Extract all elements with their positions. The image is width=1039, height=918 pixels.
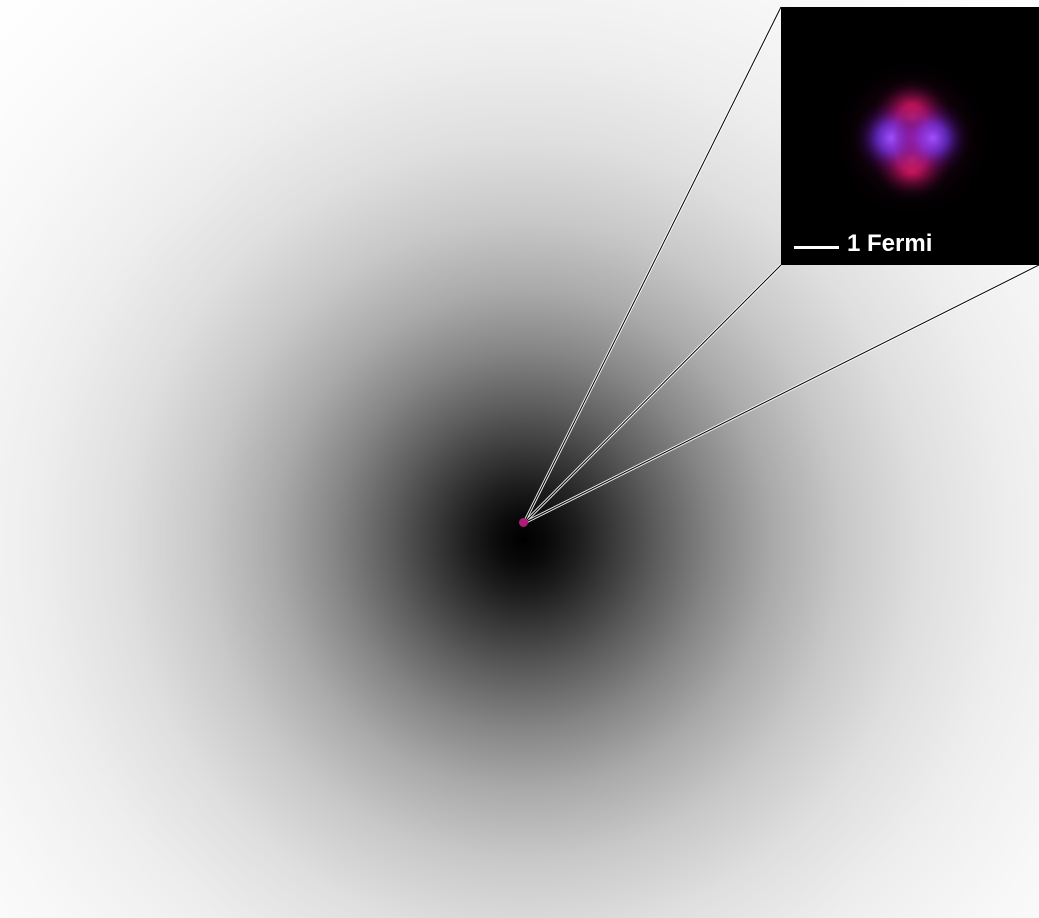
scale-bar: [794, 246, 839, 249]
zoom-line-right: [523, 264, 1039, 524]
nucleus-marker: [519, 518, 528, 527]
nucleus-glow: [827, 53, 997, 223]
zoom-line-top: [523, 6, 782, 524]
nucleus-inset: 1 Fermi: [781, 7, 1039, 265]
scale-label: 1 Fermi: [847, 230, 933, 257]
neutron-blob: [893, 98, 973, 178]
zoom-line-middle: [523, 264, 782, 524]
